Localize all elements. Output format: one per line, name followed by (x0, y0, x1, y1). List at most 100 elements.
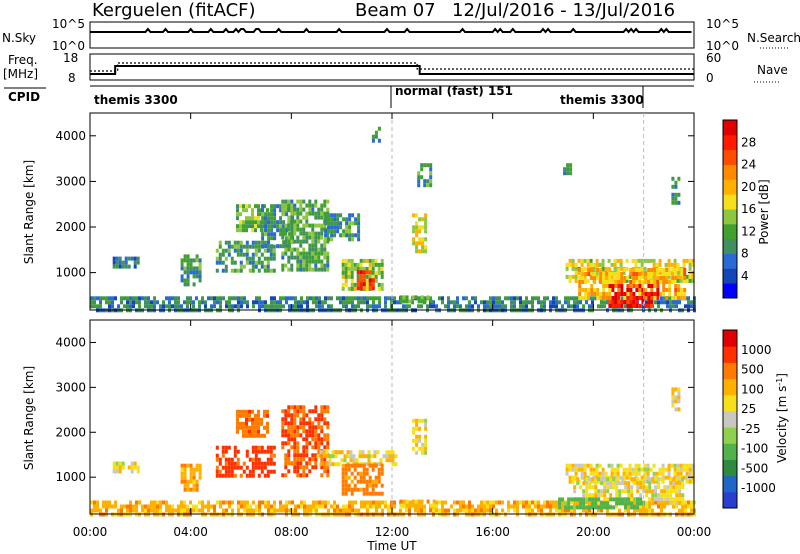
heat-cell (354, 221, 358, 226)
heat-cell (573, 505, 577, 510)
heat-cell (293, 425, 297, 430)
heat-cell (323, 199, 327, 204)
heat-cell (305, 215, 309, 220)
heat-cell (317, 445, 321, 450)
heat-cell (296, 255, 300, 260)
heat-cell (266, 457, 270, 462)
cpid-label-normal: normal (fast) 151 (395, 84, 513, 98)
heat-cell (615, 493, 619, 498)
heat-cell (347, 266, 351, 271)
heat-cell (90, 296, 93, 301)
heat-cell (621, 497, 625, 502)
heat-cell (375, 508, 378, 513)
heat-cell (314, 251, 318, 256)
heat-cell (290, 227, 294, 232)
heat-cell (656, 292, 660, 296)
heat-cell (671, 296, 675, 300)
heat-cell (653, 272, 657, 276)
heat-cell (341, 487, 345, 492)
heat-cell (314, 267, 318, 272)
heat-cell (444, 500, 447, 505)
heat-cell (582, 508, 585, 513)
heat-cell (254, 224, 257, 229)
heat-cell (596, 296, 600, 300)
heat-cell (662, 280, 666, 284)
heat-cell (254, 228, 257, 233)
heat-cell (273, 232, 277, 237)
heat-cell (456, 508, 459, 513)
heat-cell (652, 258, 656, 263)
heat-cell (369, 304, 372, 309)
heat-cell (593, 272, 597, 276)
heat-cell (363, 504, 366, 509)
heat-cell (248, 204, 251, 209)
colorbar-swatch (723, 149, 737, 165)
heat-cell (374, 475, 378, 480)
heat-cell (219, 504, 222, 509)
heat-cell (267, 224, 271, 229)
heat-cell (343, 458, 347, 463)
heat-cell (648, 500, 651, 505)
heat-cell (260, 461, 264, 466)
heat-cell (105, 508, 108, 513)
heat-cell (516, 504, 519, 509)
heat-cell (224, 465, 228, 470)
heat-cell (225, 300, 228, 305)
heat-cell (323, 433, 327, 438)
heat-cell (615, 501, 619, 506)
heat-cell (654, 497, 658, 502)
heat-cell (159, 508, 162, 513)
heat-cell (657, 300, 660, 305)
heat-cell (281, 441, 285, 446)
heat-cell (628, 274, 632, 279)
heat-cell (341, 258, 345, 263)
heat-cell (415, 241, 419, 246)
heat-cell (314, 433, 318, 438)
heat-cell (674, 288, 678, 292)
heat-cell (362, 278, 366, 283)
heat-cell (320, 441, 324, 446)
heat-cell (471, 508, 474, 513)
heat-cell (680, 288, 684, 292)
heat-cell (653, 276, 657, 280)
heat-cell (667, 258, 671, 263)
heat-cell (236, 429, 239, 434)
heat-cell (388, 450, 392, 455)
heat-cell (320, 425, 324, 430)
heat-cell (543, 504, 546, 509)
heat-cell (248, 429, 251, 434)
heat-cell (408, 299, 412, 304)
heat-cell (666, 501, 670, 506)
colorbar-tick-label: 100 (741, 382, 764, 396)
heat-cell (456, 500, 459, 505)
heat-cell (302, 465, 306, 470)
heat-cell (281, 473, 285, 478)
heat-cell (236, 240, 240, 245)
heat-cell (573, 497, 577, 502)
heat-cell (674, 200, 678, 205)
heat-cell (317, 215, 321, 220)
heat-cell (324, 217, 328, 222)
heat-cell (273, 296, 276, 301)
heat-cell (324, 500, 327, 505)
freq-strip-frame (89, 53, 695, 81)
heat-cell (320, 473, 324, 478)
heat-cell (233, 465, 237, 470)
heat-cell (643, 467, 647, 472)
heat-cell (266, 425, 269, 430)
heat-cell (429, 304, 432, 309)
heat-cell (326, 251, 330, 256)
heat-cell (201, 296, 204, 301)
heat-cell (345, 217, 349, 222)
heat-cell (237, 300, 240, 305)
heat-cell (534, 296, 537, 301)
heat-cell (240, 296, 243, 301)
heat-cell (663, 300, 666, 305)
heat-cell (598, 479, 602, 484)
heat-cell (136, 256, 140, 261)
heat-cell (366, 300, 369, 305)
heat-cell (192, 487, 196, 492)
heat-cell (348, 237, 352, 242)
heat-cell (426, 499, 430, 504)
heat-cell (657, 497, 661, 502)
